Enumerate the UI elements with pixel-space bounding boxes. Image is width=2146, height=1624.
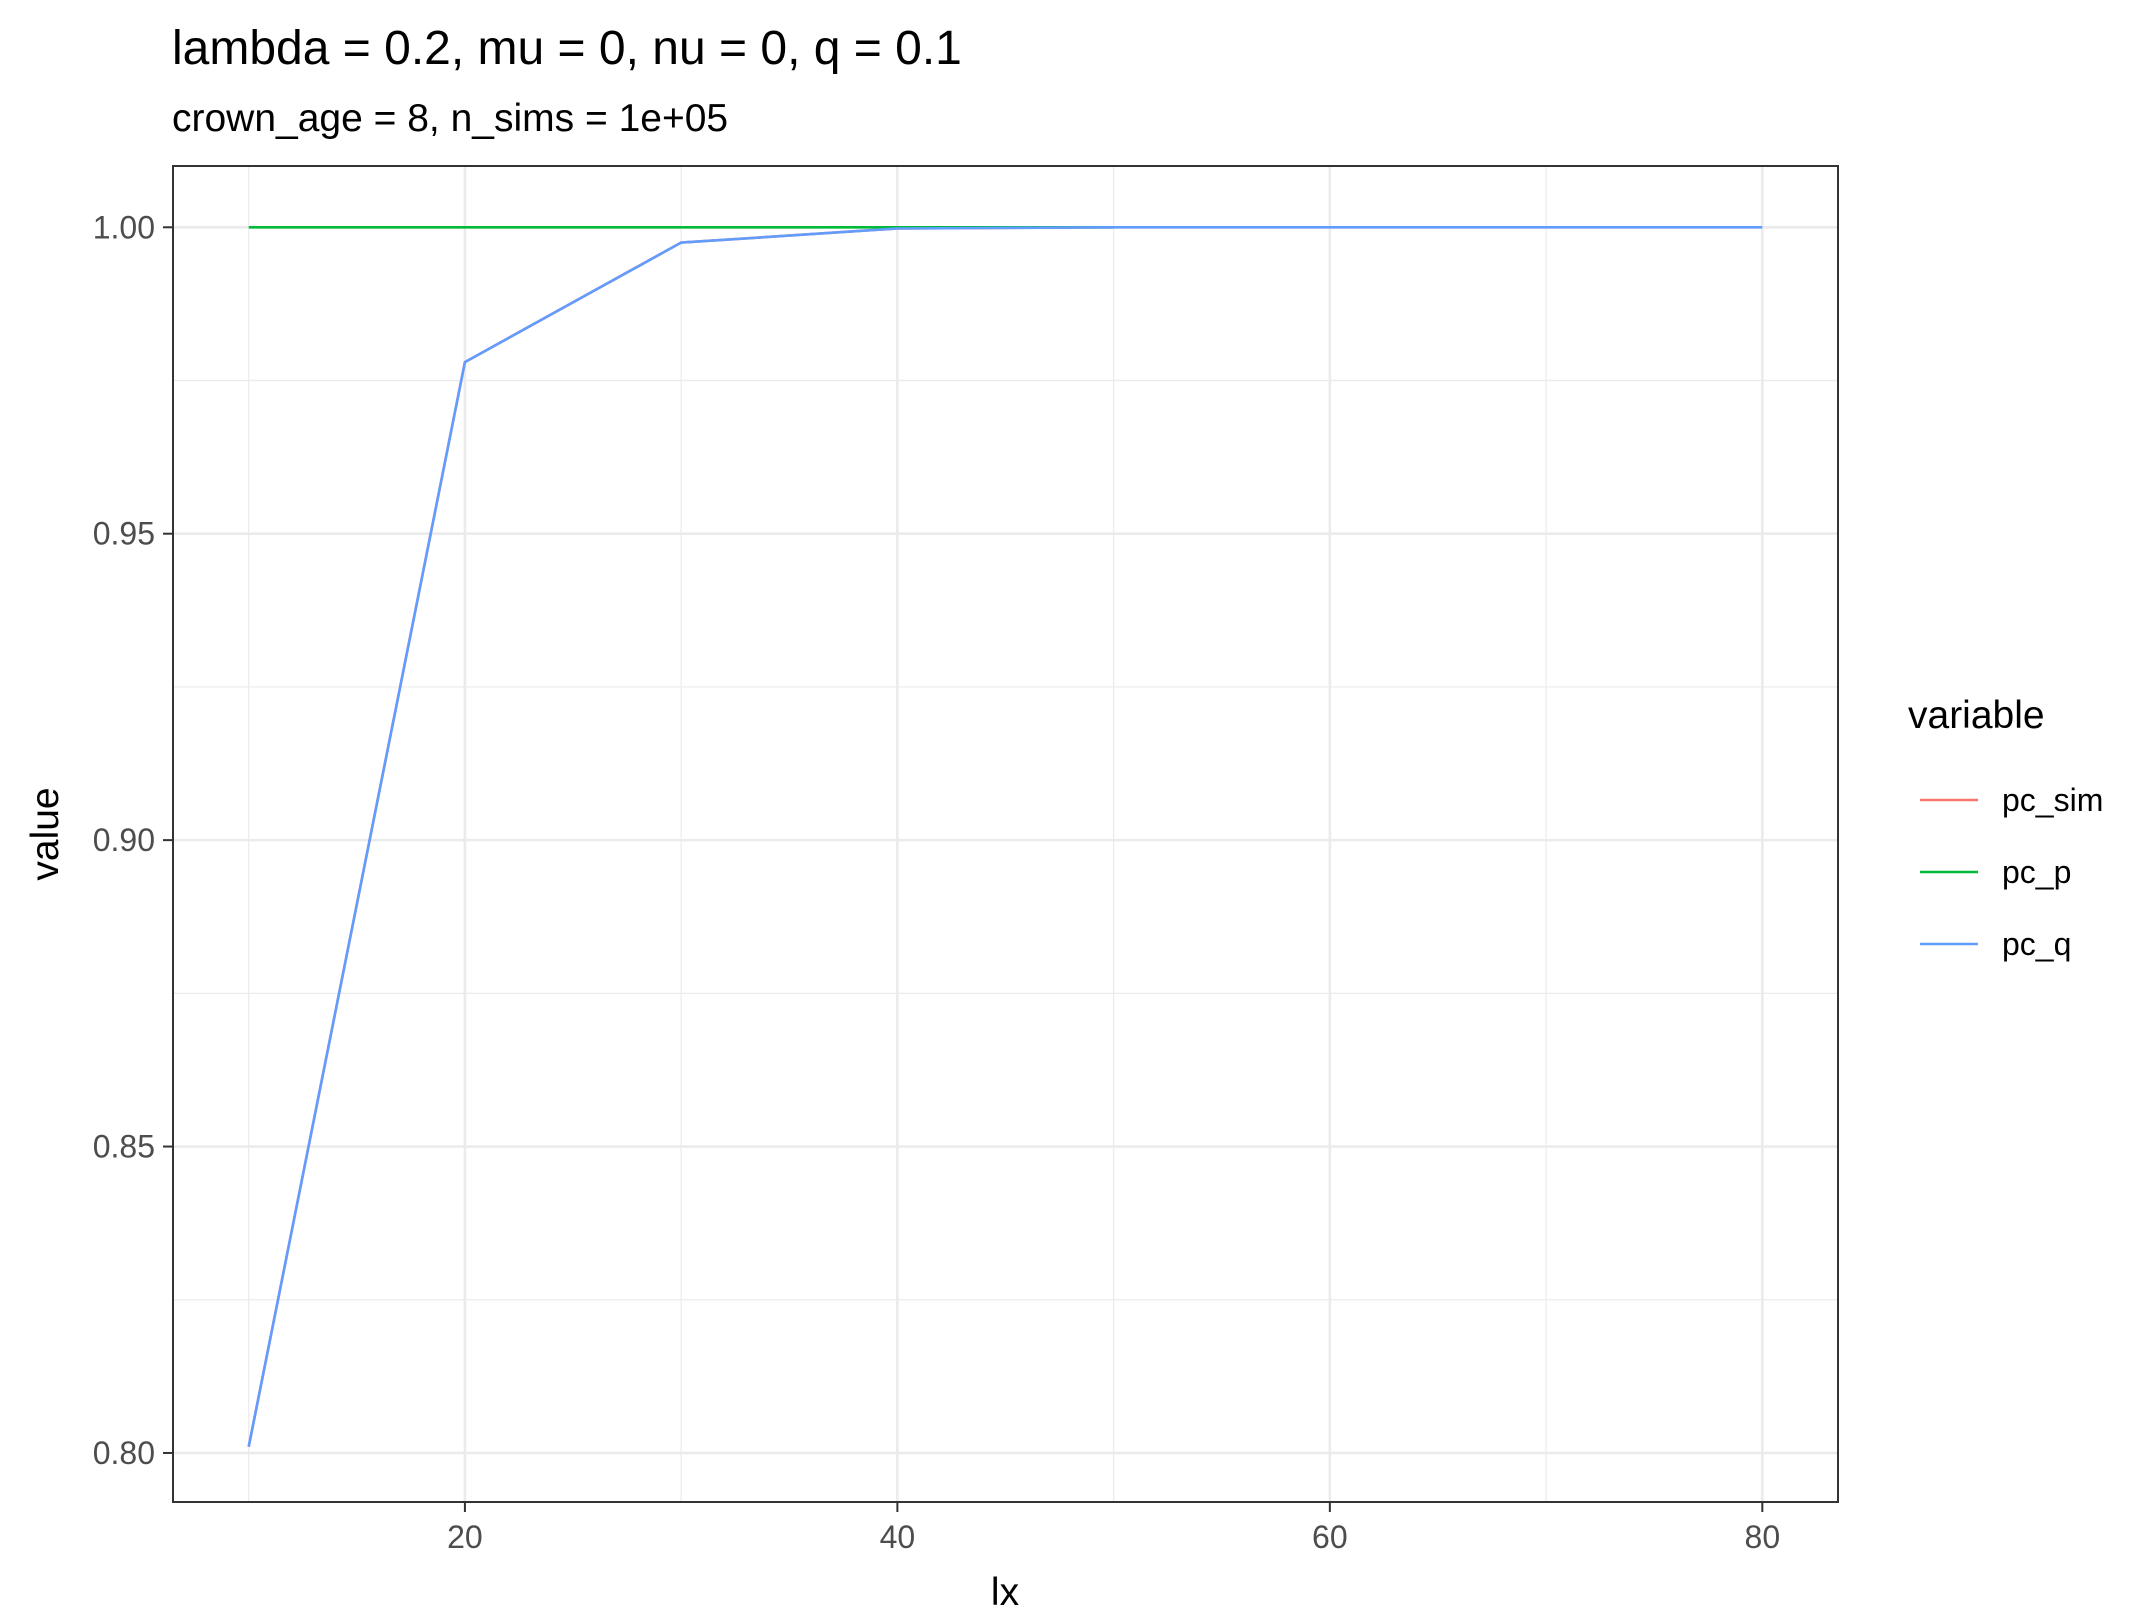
legend-label-pc-q: pc_q [2002,926,2071,962]
x-tick-label: 80 [1745,1519,1781,1555]
legend-label-pc-p: pc_p [2002,854,2071,890]
y-axis-title: value [24,787,67,880]
y-tick-label: 0.80 [93,1435,155,1471]
x-tick-label: 20 [447,1519,483,1555]
series-lines [247,226,1763,1448]
y-tick-label: 0.95 [93,516,155,552]
x-tick-label: 60 [1312,1519,1348,1555]
minor-grid [173,166,1838,1502]
y-axis: 0.80 0.85 0.90 0.95 1.00 [93,209,173,1471]
y-tick-label: 0.85 [93,1129,155,1165]
x-axis: 20 40 60 80 [447,1502,1780,1555]
chart-title: lambda = 0.2, mu = 0, nu = 0, q = 0.1 [172,22,962,75]
panel-border [172,165,1839,1503]
x-axis-title: lx [991,1571,1020,1614]
legend-label-pc-sim: pc_sim [2002,782,2103,818]
chart-subtitle: crown_age = 8, n_sims = 1e+05 [172,97,728,140]
plot-panel [172,165,1839,1503]
y-tick-label: 1.00 [93,209,155,245]
legend-items: pc_sim pc_p pc_q [1920,782,2103,962]
series-line-pc-q [247,226,1763,1448]
panel-background [173,166,1838,1502]
y-tick-label: 0.90 [93,822,155,858]
legend-title: variable [1908,694,2045,737]
legend: variable pc_sim pc_p pc_q [1908,694,2103,962]
x-tick-label: 40 [880,1519,916,1555]
